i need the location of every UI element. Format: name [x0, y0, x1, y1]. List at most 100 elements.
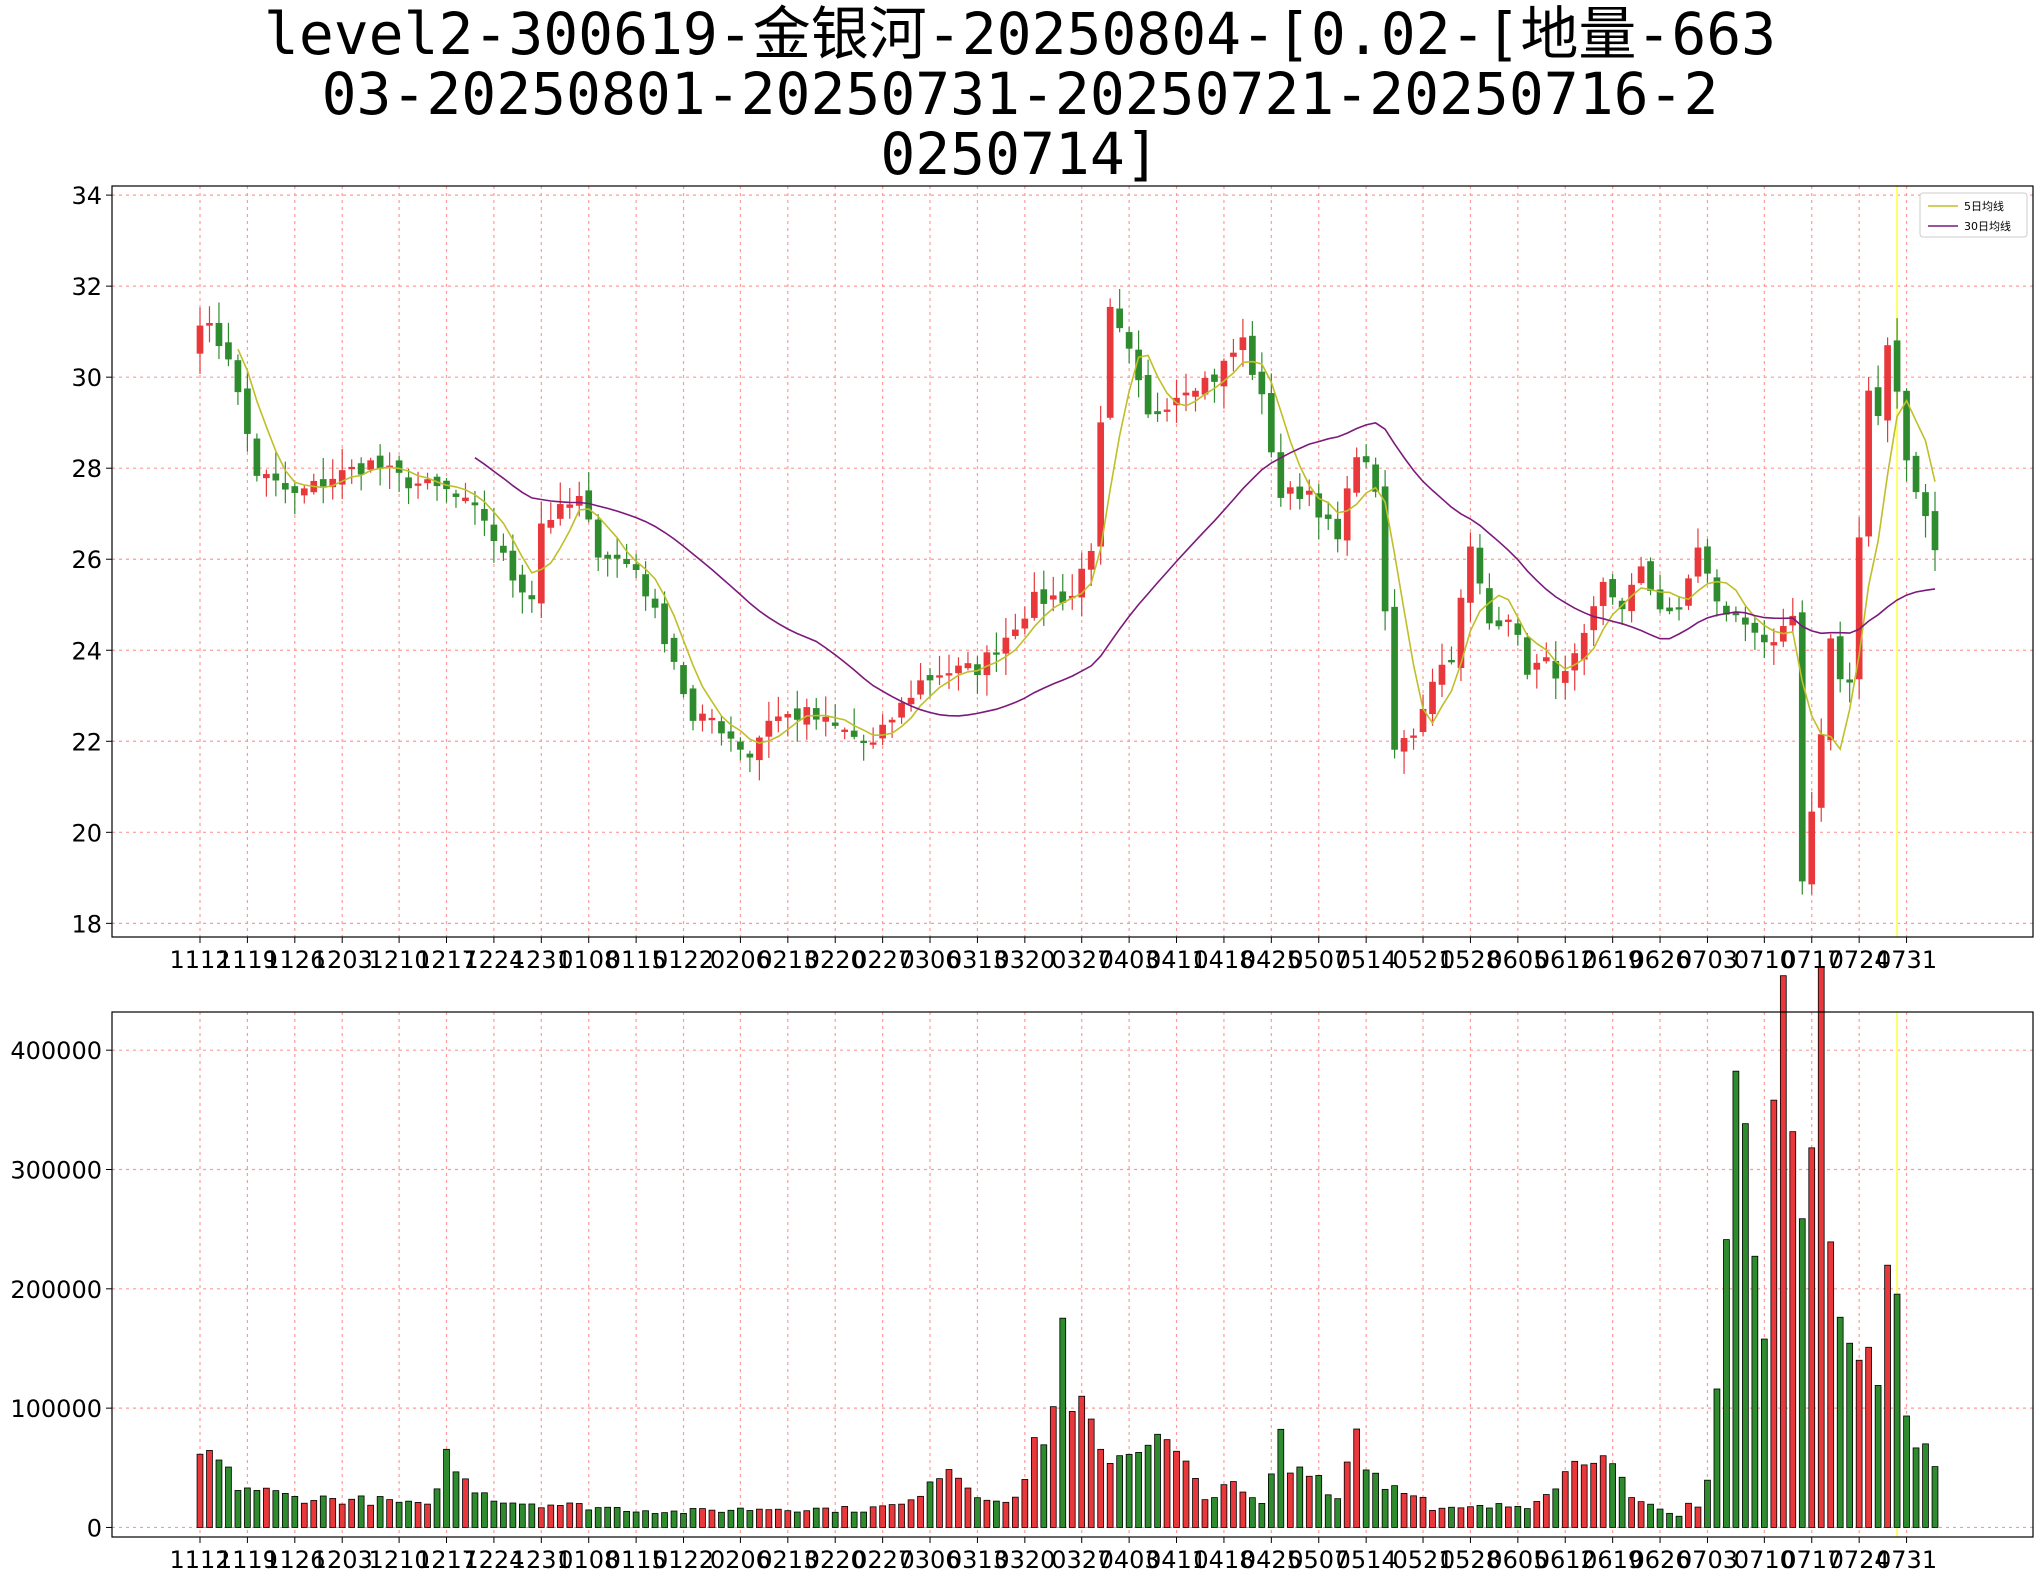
volume-bar — [1400, 1492, 1408, 1528]
volume-bar — [661, 1512, 668, 1528]
volume-bar — [462, 1478, 469, 1528]
candle-body — [1742, 617, 1749, 625]
candle-body — [774, 716, 782, 721]
candle-body — [1286, 487, 1294, 494]
price-xtick-label: 1203 — [312, 946, 373, 974]
candle-body — [1922, 492, 1929, 517]
candle-body — [1049, 595, 1057, 600]
candle-body — [196, 325, 204, 354]
volume-bar — [1286, 1472, 1294, 1528]
volume-bar — [1410, 1495, 1417, 1528]
volume-bar — [519, 1503, 526, 1528]
candle-body — [1666, 607, 1673, 612]
volume-bar — [945, 1469, 953, 1528]
volume-bar — [1267, 1473, 1275, 1528]
volume-bar — [983, 1499, 991, 1528]
volume-bar — [651, 1513, 659, 1528]
volume-xtick-label: 1119 — [217, 1546, 278, 1574]
price-ytick-label: 24 — [71, 637, 102, 665]
candle-body — [1599, 581, 1607, 606]
price-xtick-label: 1231 — [511, 946, 572, 974]
candle-body — [594, 519, 602, 558]
price-xtick-label: 1112 — [169, 946, 230, 974]
volume-bar — [452, 1471, 460, 1528]
candle-body — [405, 477, 412, 489]
price-xtick-label: 0605 — [1487, 946, 1548, 974]
volume-bar — [1618, 1476, 1626, 1528]
candle-body — [1173, 397, 1180, 406]
price-xtick-label: 1126 — [264, 946, 325, 974]
volume-bar — [594, 1507, 602, 1528]
candle-body — [1761, 634, 1768, 643]
candle-body — [575, 496, 583, 506]
candle-body — [1343, 488, 1351, 541]
candle-body — [547, 519, 555, 528]
volume-bar — [1040, 1444, 1048, 1528]
volume-bar — [974, 1497, 981, 1528]
candle-body — [1429, 681, 1436, 715]
volume-xtick-label: 1231 — [511, 1546, 572, 1574]
candle-body — [632, 564, 640, 570]
volume-bar — [1239, 1491, 1247, 1528]
candle-body — [367, 460, 374, 470]
volume-bar — [1467, 1506, 1474, 1528]
volume-bar — [1855, 1359, 1863, 1528]
volume-bar — [1059, 1317, 1067, 1528]
candle-body — [1656, 589, 1664, 610]
volume-bar — [1846, 1342, 1854, 1528]
volume-bar — [812, 1507, 820, 1528]
price-panel: 1820222426283032341112111911261203121012… — [71, 182, 2034, 974]
candle-body — [708, 717, 716, 721]
volume-bar — [566, 1502, 574, 1528]
price-xtick-label: 0528 — [1440, 946, 1501, 974]
candle-body — [1334, 518, 1342, 540]
candle-body — [1637, 566, 1645, 584]
volume-ytick-label: 100000 — [10, 1395, 102, 1423]
candle-body — [651, 598, 659, 608]
volume-bar — [509, 1502, 517, 1528]
volume-bar — [1211, 1497, 1218, 1528]
volume-bar — [1580, 1464, 1588, 1528]
candle-body — [680, 665, 687, 695]
candle-body — [945, 673, 953, 676]
candle-body — [338, 470, 346, 485]
volume-bar — [1779, 975, 1787, 1528]
volume-xtick-label: 1210 — [369, 1546, 430, 1574]
candle-body — [215, 322, 223, 347]
volume-bar — [936, 1478, 943, 1528]
price-xtick-label: 0418 — [1193, 946, 1254, 974]
price-xtick-label: 0227 — [852, 946, 913, 974]
volume-bar — [244, 1487, 251, 1528]
volume-xtick-label: 0411 — [1146, 1546, 1207, 1574]
candle-body — [1561, 671, 1569, 683]
candle-body — [1106, 306, 1114, 418]
volume-bar — [405, 1500, 412, 1528]
volume-bar — [1087, 1418, 1095, 1528]
candle-body — [1827, 638, 1835, 741]
volume-bar — [291, 1496, 299, 1528]
volume-bar — [281, 1493, 289, 1528]
candle-body — [244, 388, 251, 434]
volume-xtick-label: 0108 — [558, 1546, 619, 1574]
volume-xtick-label: 0115 — [606, 1546, 667, 1574]
candle-body — [784, 714, 792, 718]
volume-xtick-label: 1112 — [169, 1546, 230, 1574]
candle-body — [917, 680, 924, 695]
volume-xtick-label: 0425 — [1241, 1546, 1302, 1574]
candle-body — [481, 508, 488, 521]
volume-panel: 0 100000 200000 300000 400000 111211191126120… — [10, 967, 2034, 1574]
volume-xtick-label: 0626 — [1630, 1546, 1691, 1574]
volume-bar — [613, 1507, 621, 1528]
volume-bar — [1637, 1501, 1645, 1528]
candle-body — [1410, 735, 1417, 738]
ma30-line — [474, 422, 1936, 717]
candle-body — [1353, 457, 1361, 493]
volume-bar — [879, 1505, 886, 1528]
volume-bar — [272, 1490, 280, 1528]
volume-xtick-label: 0619 — [1582, 1546, 1643, 1574]
volume-xtick-label: 0313 — [947, 1546, 1008, 1574]
candle-body — [1201, 377, 1209, 395]
candle-body — [424, 479, 431, 484]
price-xtick-label: 0612 — [1535, 946, 1596, 974]
candle-body — [670, 637, 678, 662]
